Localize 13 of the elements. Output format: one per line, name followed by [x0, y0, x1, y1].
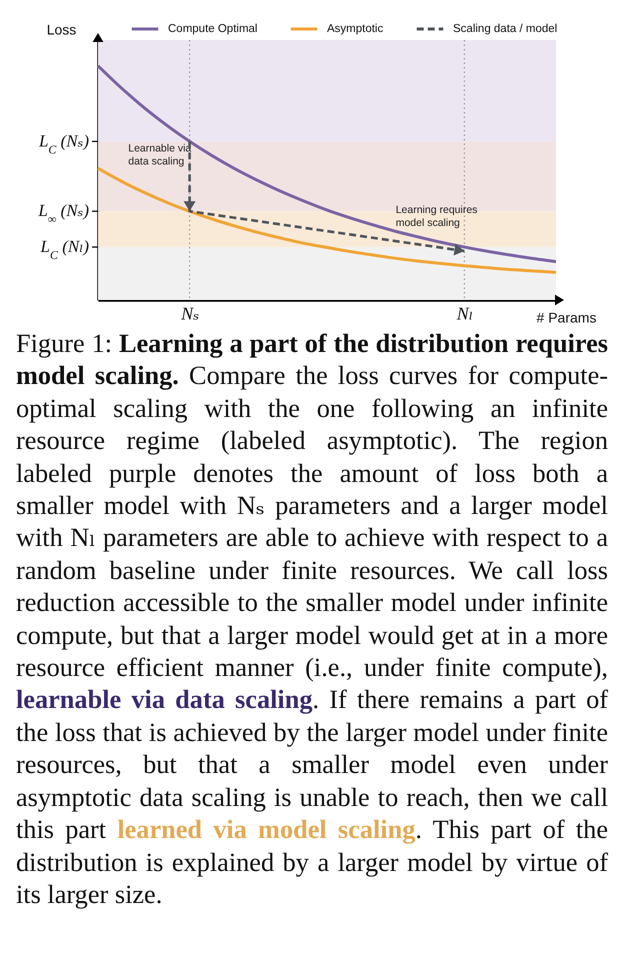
legend-label: Scaling data / model [453, 23, 558, 35]
ref-line-label: L$_{C}$ (Nₗ) [40, 237, 90, 262]
text: learnable via data scaling [16, 685, 312, 714]
ref-line-label: L$_{∞}$ (Nₛ) [37, 201, 90, 226]
text: learned via model scaling [117, 815, 416, 844]
caption: Figure 1: [16, 329, 112, 358]
ref-line-label: L$_{C}$ (Nₛ) [38, 131, 90, 156]
x-tick-label: Nₗ [456, 304, 474, 324]
x-axis-title: # Params [536, 310, 596, 326]
y-axis-title: Loss [46, 22, 76, 38]
legend-label: Compute Optimal [168, 23, 258, 35]
x-tick-label: Nₛ [180, 304, 200, 324]
legend-label: Asymptotic [327, 23, 384, 35]
